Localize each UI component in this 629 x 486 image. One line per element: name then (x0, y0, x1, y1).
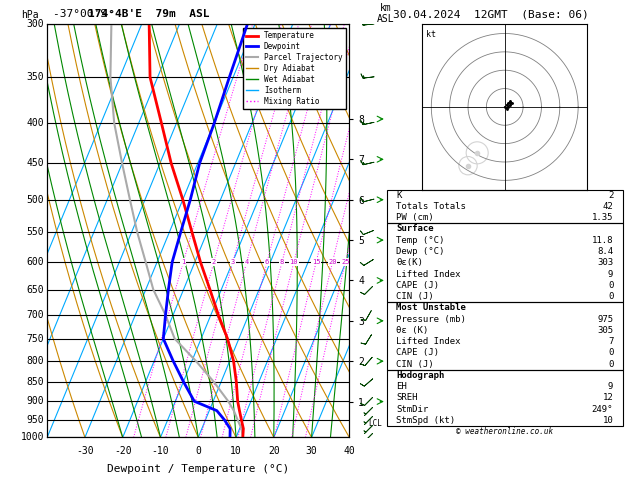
Text: 0: 0 (196, 446, 201, 456)
Text: 700: 700 (26, 310, 44, 320)
Text: CIN (J): CIN (J) (396, 292, 434, 301)
Text: © weatheronline.co.uk: © weatheronline.co.uk (456, 427, 554, 436)
Text: -30: -30 (76, 446, 94, 456)
Text: Dewp (°C): Dewp (°C) (396, 247, 445, 256)
Text: EH: EH (396, 382, 407, 391)
Text: 6: 6 (265, 259, 269, 265)
Text: 2: 2 (608, 191, 613, 200)
Text: 750: 750 (26, 334, 44, 344)
Text: 30: 30 (306, 446, 318, 456)
Text: 2: 2 (212, 259, 216, 265)
Text: hPa: hPa (21, 10, 39, 20)
Text: -20: -20 (114, 446, 131, 456)
Text: θε (K): θε (K) (396, 326, 428, 335)
Text: 9: 9 (608, 270, 613, 278)
Text: 15: 15 (312, 259, 320, 265)
Bar (387, 190, 623, 224)
Text: 350: 350 (26, 72, 44, 82)
Text: 550: 550 (26, 227, 44, 237)
Text: 1000: 1000 (21, 433, 44, 442)
Text: 249°: 249° (592, 405, 613, 414)
Text: θε(K): θε(K) (396, 258, 423, 267)
Text: 10: 10 (230, 446, 242, 456)
Text: 400: 400 (26, 118, 44, 128)
Text: 10: 10 (603, 416, 613, 425)
Text: K: K (396, 191, 401, 200)
Text: 1: 1 (181, 259, 186, 265)
Text: -10: -10 (152, 446, 169, 456)
Text: 800: 800 (26, 356, 44, 366)
Text: 500: 500 (26, 194, 44, 205)
Text: SREH: SREH (396, 394, 418, 402)
Text: 975: 975 (597, 314, 613, 324)
Text: Hodograph: Hodograph (396, 371, 445, 380)
Text: Totals Totals: Totals Totals (396, 202, 466, 211)
Text: -37°00'S: -37°00'S (53, 9, 121, 19)
Text: 950: 950 (26, 415, 44, 425)
Text: LCL: LCL (368, 419, 382, 428)
Text: 8: 8 (280, 259, 284, 265)
Text: 11.8: 11.8 (592, 236, 613, 245)
Text: 1.35: 1.35 (592, 213, 613, 222)
Text: Pressure (mb): Pressure (mb) (396, 314, 466, 324)
Bar (387, 370, 623, 426)
Text: 20: 20 (328, 259, 337, 265)
Text: 450: 450 (26, 158, 44, 169)
Text: CAPE (J): CAPE (J) (396, 281, 439, 290)
Text: 0: 0 (608, 360, 613, 369)
Text: Most Unstable: Most Unstable (396, 303, 466, 312)
Text: Temp (°C): Temp (°C) (396, 236, 445, 245)
Text: kt: kt (426, 30, 436, 39)
Bar (387, 302, 623, 370)
Text: Lifted Index: Lifted Index (396, 270, 460, 278)
Text: 300: 300 (26, 19, 44, 29)
Text: 4: 4 (245, 259, 249, 265)
Text: 10: 10 (289, 259, 298, 265)
Text: 600: 600 (26, 257, 44, 267)
Legend: Temperature, Dewpoint, Parcel Trajectory, Dry Adiabat, Wet Adiabat, Isotherm, Mi: Temperature, Dewpoint, Parcel Trajectory… (243, 28, 345, 109)
Text: 0: 0 (608, 348, 613, 357)
Text: 12: 12 (603, 394, 613, 402)
Text: 174°4B'E  79m  ASL: 174°4B'E 79m ASL (88, 9, 209, 19)
Text: CIN (J): CIN (J) (396, 360, 434, 369)
Text: 0: 0 (608, 292, 613, 301)
Text: 20: 20 (268, 446, 280, 456)
Text: 850: 850 (26, 377, 44, 387)
Text: 25: 25 (341, 259, 350, 265)
Text: Dewpoint / Temperature (°C): Dewpoint / Temperature (°C) (107, 464, 289, 474)
Text: CAPE (J): CAPE (J) (396, 348, 439, 357)
Text: 650: 650 (26, 285, 44, 295)
Text: StmSpd (kt): StmSpd (kt) (396, 416, 455, 425)
Text: 30.04.2024  12GMT  (Base: 06): 30.04.2024 12GMT (Base: 06) (393, 9, 589, 19)
Text: PW (cm): PW (cm) (396, 213, 434, 222)
Text: 42: 42 (603, 202, 613, 211)
Text: 303: 303 (597, 258, 613, 267)
Text: 7: 7 (608, 337, 613, 346)
Text: Lifted Index: Lifted Index (396, 337, 460, 346)
Text: StmDir: StmDir (396, 405, 428, 414)
Text: 3: 3 (231, 259, 235, 265)
Text: 900: 900 (26, 396, 44, 406)
Y-axis label: km
ASL: km ASL (377, 3, 394, 24)
Text: 40: 40 (343, 446, 355, 456)
Text: 8.4: 8.4 (597, 247, 613, 256)
Text: 305: 305 (597, 326, 613, 335)
Text: Surface: Surface (396, 225, 434, 233)
Text: 9: 9 (608, 382, 613, 391)
Bar (387, 224, 623, 302)
Text: 0: 0 (608, 281, 613, 290)
